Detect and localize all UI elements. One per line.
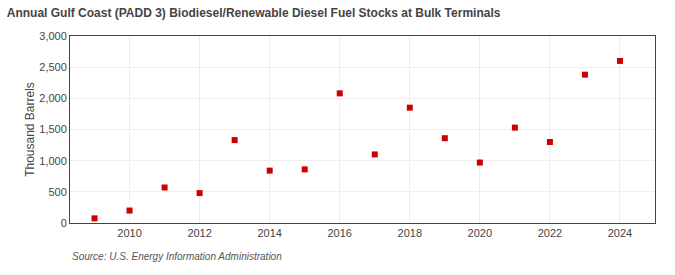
svg-text:2012: 2012 bbox=[187, 227, 211, 239]
svg-text:2,500: 2,500 bbox=[39, 61, 67, 73]
svg-text:2018: 2018 bbox=[398, 227, 422, 239]
svg-text:500: 500 bbox=[48, 186, 66, 198]
svg-text:0: 0 bbox=[61, 217, 67, 229]
svg-text:2,000: 2,000 bbox=[39, 92, 67, 104]
svg-text:1,500: 1,500 bbox=[39, 123, 67, 135]
svg-text:2010: 2010 bbox=[117, 227, 141, 239]
svg-text:2016: 2016 bbox=[327, 227, 351, 239]
svg-text:1,000: 1,000 bbox=[39, 155, 67, 167]
svg-text:Thousand Barrels: Thousand Barrels bbox=[23, 82, 37, 177]
svg-text:Source: U.S. Energy Informatio: Source: U.S. Energy Information Administ… bbox=[72, 251, 282, 262]
svg-text:Annual Gulf Coast (PADD 3) Bio: Annual Gulf Coast (PADD 3) Biodiesel/Ren… bbox=[7, 6, 501, 20]
svg-text:2014: 2014 bbox=[257, 227, 281, 239]
svg-text:2020: 2020 bbox=[468, 227, 492, 239]
svg-text:2022: 2022 bbox=[538, 227, 562, 239]
svg-text:3,000: 3,000 bbox=[39, 30, 67, 42]
svg-text:2024: 2024 bbox=[608, 227, 632, 239]
